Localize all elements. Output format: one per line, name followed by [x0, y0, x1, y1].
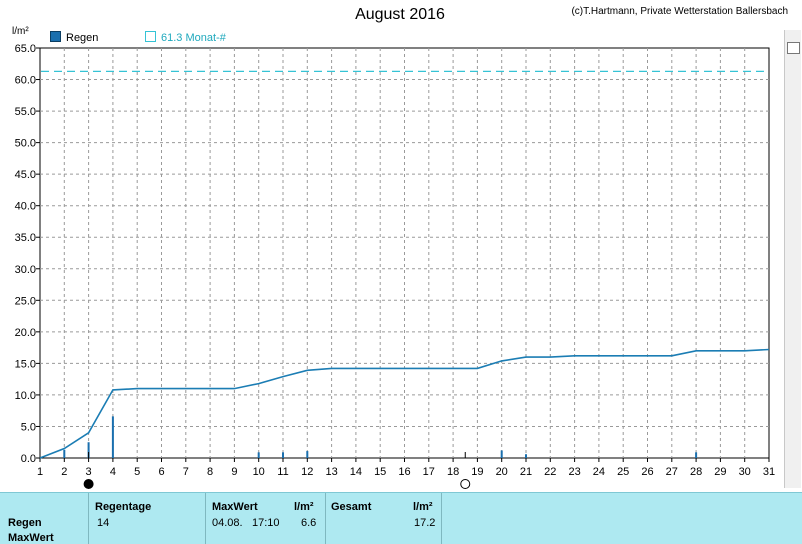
row-label-regen: Regen — [8, 517, 42, 529]
maxwert-unit: l/m² — [294, 501, 314, 513]
y-tick-label: 15.0 — [15, 358, 36, 370]
y-tick-label: 45.0 — [15, 169, 36, 181]
x-tick-label: 17 — [423, 466, 435, 478]
maxwert-time: 17:10 — [252, 517, 280, 529]
legend-label-regen: Regen — [66, 32, 99, 44]
x-tick-label: 10 — [253, 466, 265, 478]
maxwert-header: MaxWert — [212, 501, 258, 513]
x-tick-label: 24 — [593, 466, 605, 478]
x-tick-label: 19 — [471, 466, 483, 478]
x-tick-label: 31 — [763, 466, 775, 478]
y-tick-label: 50.0 — [15, 138, 36, 150]
rain-bar — [525, 454, 527, 458]
y-axis: 0.0 5.0 10.0 15.0 20.0 25.0 30.0 35.0 40.0 45.0 50… — [15, 43, 40, 465]
y-tick-label: 25.0 — [15, 295, 36, 307]
stats-panel: Regen MaxWert Regentage 14 MaxWert l/m² … — [0, 492, 802, 544]
legend-swatch-monat — [145, 31, 156, 42]
stats-divider — [441, 493, 442, 544]
scrollbar-thumb[interactable] — [787, 42, 800, 54]
x-tick-label: 3 — [86, 466, 92, 478]
x-tick-label: 13 — [325, 466, 337, 478]
rain-chart: 0.0 5.0 10.0 15.0 20.0 25.0 30.0 35.0 40.0 45.0 50… — [15, 43, 775, 489]
y-tick-label: 10.0 — [15, 390, 36, 402]
rain-bar — [500, 450, 503, 458]
x-tick-label: 7 — [183, 466, 189, 478]
rain-bar — [306, 451, 309, 458]
maxwert-value: 6.6 — [301, 517, 317, 529]
y-tick-label: 20.0 — [15, 327, 36, 339]
new-moon-icon — [83, 479, 94, 489]
x-tick-label: 22 — [544, 466, 556, 478]
legend-label-monat: 61.3 Monat-# — [161, 32, 226, 44]
gesamt-header: Gesamt — [331, 501, 372, 513]
x-tick-label: 8 — [207, 466, 213, 478]
rain-bar — [111, 416, 114, 458]
rain-bar — [257, 452, 260, 458]
gesamt-value: 17.2 — [414, 517, 436, 529]
x-tick-label: 2 — [61, 466, 67, 478]
x-tick-label: 27 — [666, 466, 678, 478]
regentage-header: Regentage — [95, 501, 152, 513]
stats-divider — [205, 493, 206, 544]
grid-lines — [40, 48, 769, 458]
x-tick-label: 25 — [617, 466, 629, 478]
stats-divider — [88, 493, 89, 544]
x-tick-label: 6 — [158, 466, 164, 478]
credit-text: (c)T.Hartmann, Private Wetterstation Bal… — [571, 6, 788, 17]
x-tick-label: 12 — [301, 466, 313, 478]
gesamt-unit: l/m² — [413, 501, 433, 513]
y-axis-unit: l/m² — [12, 26, 29, 37]
y-tick-label: 30.0 — [15, 264, 36, 276]
x-tick-label: 14 — [350, 466, 362, 478]
x-tick-label: 15 — [374, 466, 386, 478]
vertical-scrollbar[interactable] — [784, 30, 801, 488]
x-tick-label: 29 — [714, 466, 726, 478]
y-tick-label: 5.0 — [21, 421, 36, 433]
regentage-value: 14 — [97, 517, 110, 529]
y-tick-label: 65.0 — [15, 43, 36, 55]
y-tick-label: 0.0 — [21, 453, 36, 465]
x-tick-label: 16 — [398, 466, 410, 478]
y-tick-label: 60.0 — [15, 75, 36, 87]
maxwert-date: 04.08. — [212, 517, 243, 529]
x-tick-label: 21 — [520, 466, 532, 478]
legend-item-monat[interactable]: 61.3 Monat-# — [145, 31, 226, 44]
x-tick-label: 28 — [690, 466, 702, 478]
cumulative-line-group — [39, 348, 770, 459]
x-tick-label: 11 — [277, 466, 288, 478]
y-tick-label: 35.0 — [15, 232, 36, 244]
x-axis: 1 2 3 4 5 6 7 8 9 10 11 12 13 14 15 16 17 18 19 20 21 22 23 24 2… — [37, 458, 775, 478]
y-tick-label: 55.0 — [15, 106, 36, 118]
full-moon-icon — [460, 479, 471, 489]
x-tick-label: 5 — [134, 466, 140, 478]
legend-swatch-regen — [50, 31, 61, 42]
rain-bar — [282, 452, 284, 458]
x-tick-label: 1 — [37, 466, 43, 478]
y-tick-label: 40.0 — [15, 201, 36, 213]
moon-markers — [83, 452, 471, 489]
cumulative-rain-line — [39, 348, 770, 459]
x-tick-label: 20 — [496, 466, 508, 478]
x-tick-label: 4 — [110, 466, 116, 478]
x-tick-label: 23 — [568, 466, 580, 478]
x-tick-label: 30 — [739, 466, 751, 478]
row-label-maxwert: MaxWert — [8, 532, 54, 544]
x-tick-label: 18 — [447, 466, 459, 478]
legend-item-regen[interactable]: Regen — [50, 31, 98, 44]
daily-rain-bars — [63, 416, 698, 458]
x-tick-label: 26 — [641, 466, 653, 478]
chart-title: August 2016 — [355, 6, 445, 23]
rain-bar — [63, 449, 66, 458]
rain-bar — [695, 452, 698, 458]
x-tick-label: 9 — [231, 466, 237, 478]
rain-bar — [87, 442, 90, 458]
stats-divider — [325, 493, 326, 544]
